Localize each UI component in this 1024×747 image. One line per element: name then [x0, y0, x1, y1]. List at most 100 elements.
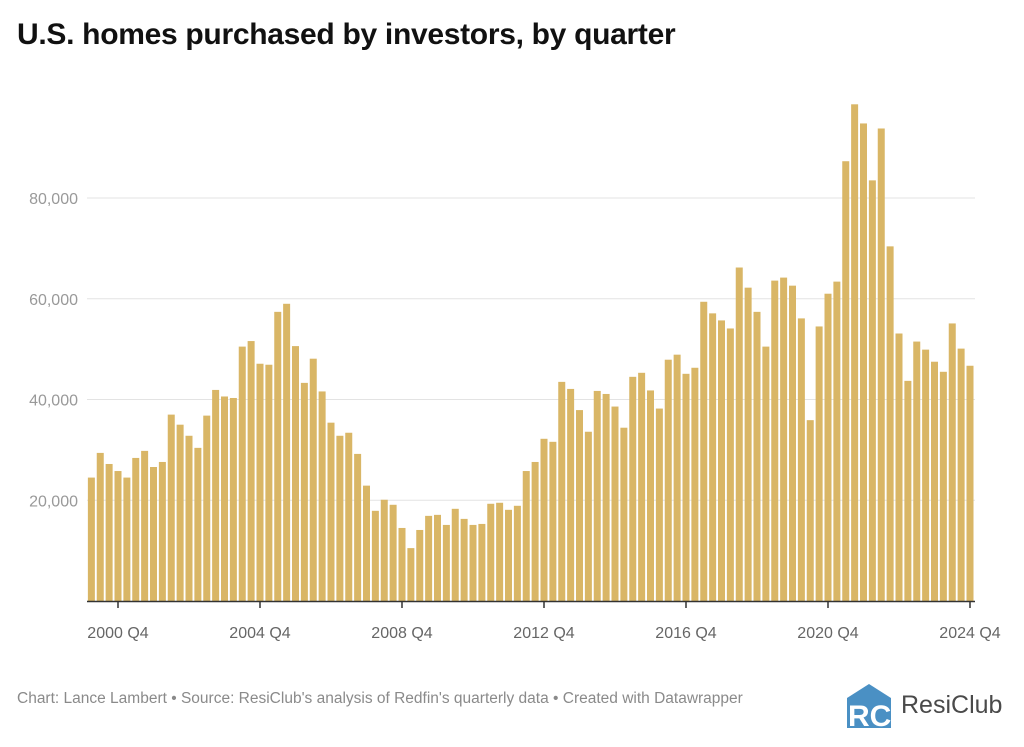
bar — [194, 447, 202, 601]
bar — [283, 303, 291, 601]
bar — [602, 393, 610, 601]
bar — [318, 391, 326, 601]
x-tick-label: 2012 Q4 — [513, 625, 574, 642]
bar — [576, 410, 583, 601]
bar — [709, 313, 717, 601]
chart-footer: Chart: Lance Lambert • Source: ResiClub'… — [17, 690, 743, 707]
bar — [851, 104, 859, 602]
bar — [141, 450, 149, 601]
svg-text:RC: RC — [848, 700, 891, 728]
bar — [247, 341, 255, 601]
bar — [238, 346, 246, 601]
bar — [505, 509, 512, 601]
bar — [309, 358, 317, 601]
bar — [922, 349, 930, 601]
bar — [398, 527, 406, 601]
bar — [203, 415, 211, 601]
bar — [451, 508, 459, 601]
chart-title: U.S. homes purchased by investors, by qu… — [17, 18, 676, 51]
bar — [496, 502, 504, 601]
bar — [842, 161, 850, 601]
bar — [682, 373, 690, 601]
bar — [185, 435, 193, 601]
x-tick-label: 2020 Q4 — [797, 625, 858, 642]
bar — [176, 424, 184, 601]
bar — [931, 361, 938, 601]
resiclub-logo-text: ResiClub — [901, 690, 1003, 719]
bar — [753, 311, 761, 601]
bar — [948, 323, 956, 601]
bar — [150, 467, 157, 601]
x-tick-label: 2008 Q4 — [371, 625, 432, 642]
bar — [744, 287, 752, 601]
bar — [700, 301, 708, 601]
bar — [567, 388, 575, 601]
bar — [407, 548, 415, 601]
bar — [380, 499, 388, 601]
bar — [647, 390, 654, 601]
bar — [824, 293, 832, 601]
bar — [593, 390, 601, 601]
bar — [469, 524, 477, 601]
bar — [868, 180, 876, 601]
x-tick-label: 2016 Q4 — [655, 625, 716, 642]
y-tick-label: 60,000 — [29, 292, 78, 309]
bar — [363, 485, 370, 601]
bar — [913, 341, 921, 601]
resiclub-logo-icon: RC — [847, 684, 891, 728]
bar — [327, 422, 335, 601]
bar — [389, 504, 397, 601]
bar — [114, 471, 122, 601]
bar — [371, 510, 379, 601]
bar — [957, 348, 965, 601]
bar — [123, 477, 131, 601]
bar — [718, 320, 725, 601]
bar — [558, 381, 566, 601]
bar — [96, 452, 104, 601]
bar — [354, 453, 362, 601]
bar — [531, 461, 539, 601]
bar — [691, 367, 699, 601]
bar — [611, 406, 619, 601]
bar — [167, 414, 175, 601]
bar — [265, 364, 273, 601]
bar — [673, 354, 681, 601]
bar — [336, 435, 344, 601]
bar — [274, 311, 282, 601]
bar — [584, 431, 592, 601]
bar — [345, 432, 353, 601]
y-tick-label: 20,000 — [29, 493, 78, 510]
bar — [886, 246, 894, 602]
bar — [620, 427, 628, 601]
bar — [434, 514, 441, 601]
bar — [655, 408, 663, 601]
bar — [513, 505, 521, 601]
bar — [158, 461, 166, 601]
bar — [806, 420, 814, 601]
bar — [815, 326, 823, 601]
bar — [478, 523, 486, 601]
bar — [487, 503, 495, 601]
bar — [629, 376, 637, 601]
x-tick-label: 2004 Q4 — [229, 625, 290, 642]
bar — [212, 389, 220, 601]
bar — [105, 463, 113, 601]
bar — [292, 346, 299, 601]
bar — [229, 397, 237, 601]
bar — [460, 518, 468, 601]
bar — [221, 396, 228, 601]
bar — [762, 346, 770, 601]
resiclub-logo: RC ResiClub — [845, 682, 1002, 728]
y-tick-label: 80,000 — [29, 191, 78, 208]
y-tick-label: 40,000 — [29, 393, 78, 410]
bar — [416, 529, 424, 601]
bar — [540, 438, 548, 601]
bar — [522, 471, 530, 601]
bar — [771, 280, 779, 601]
bar — [132, 457, 140, 601]
bar — [256, 363, 264, 601]
bar — [638, 372, 646, 601]
bar — [300, 382, 308, 601]
bar — [877, 128, 885, 602]
bar — [833, 281, 841, 601]
